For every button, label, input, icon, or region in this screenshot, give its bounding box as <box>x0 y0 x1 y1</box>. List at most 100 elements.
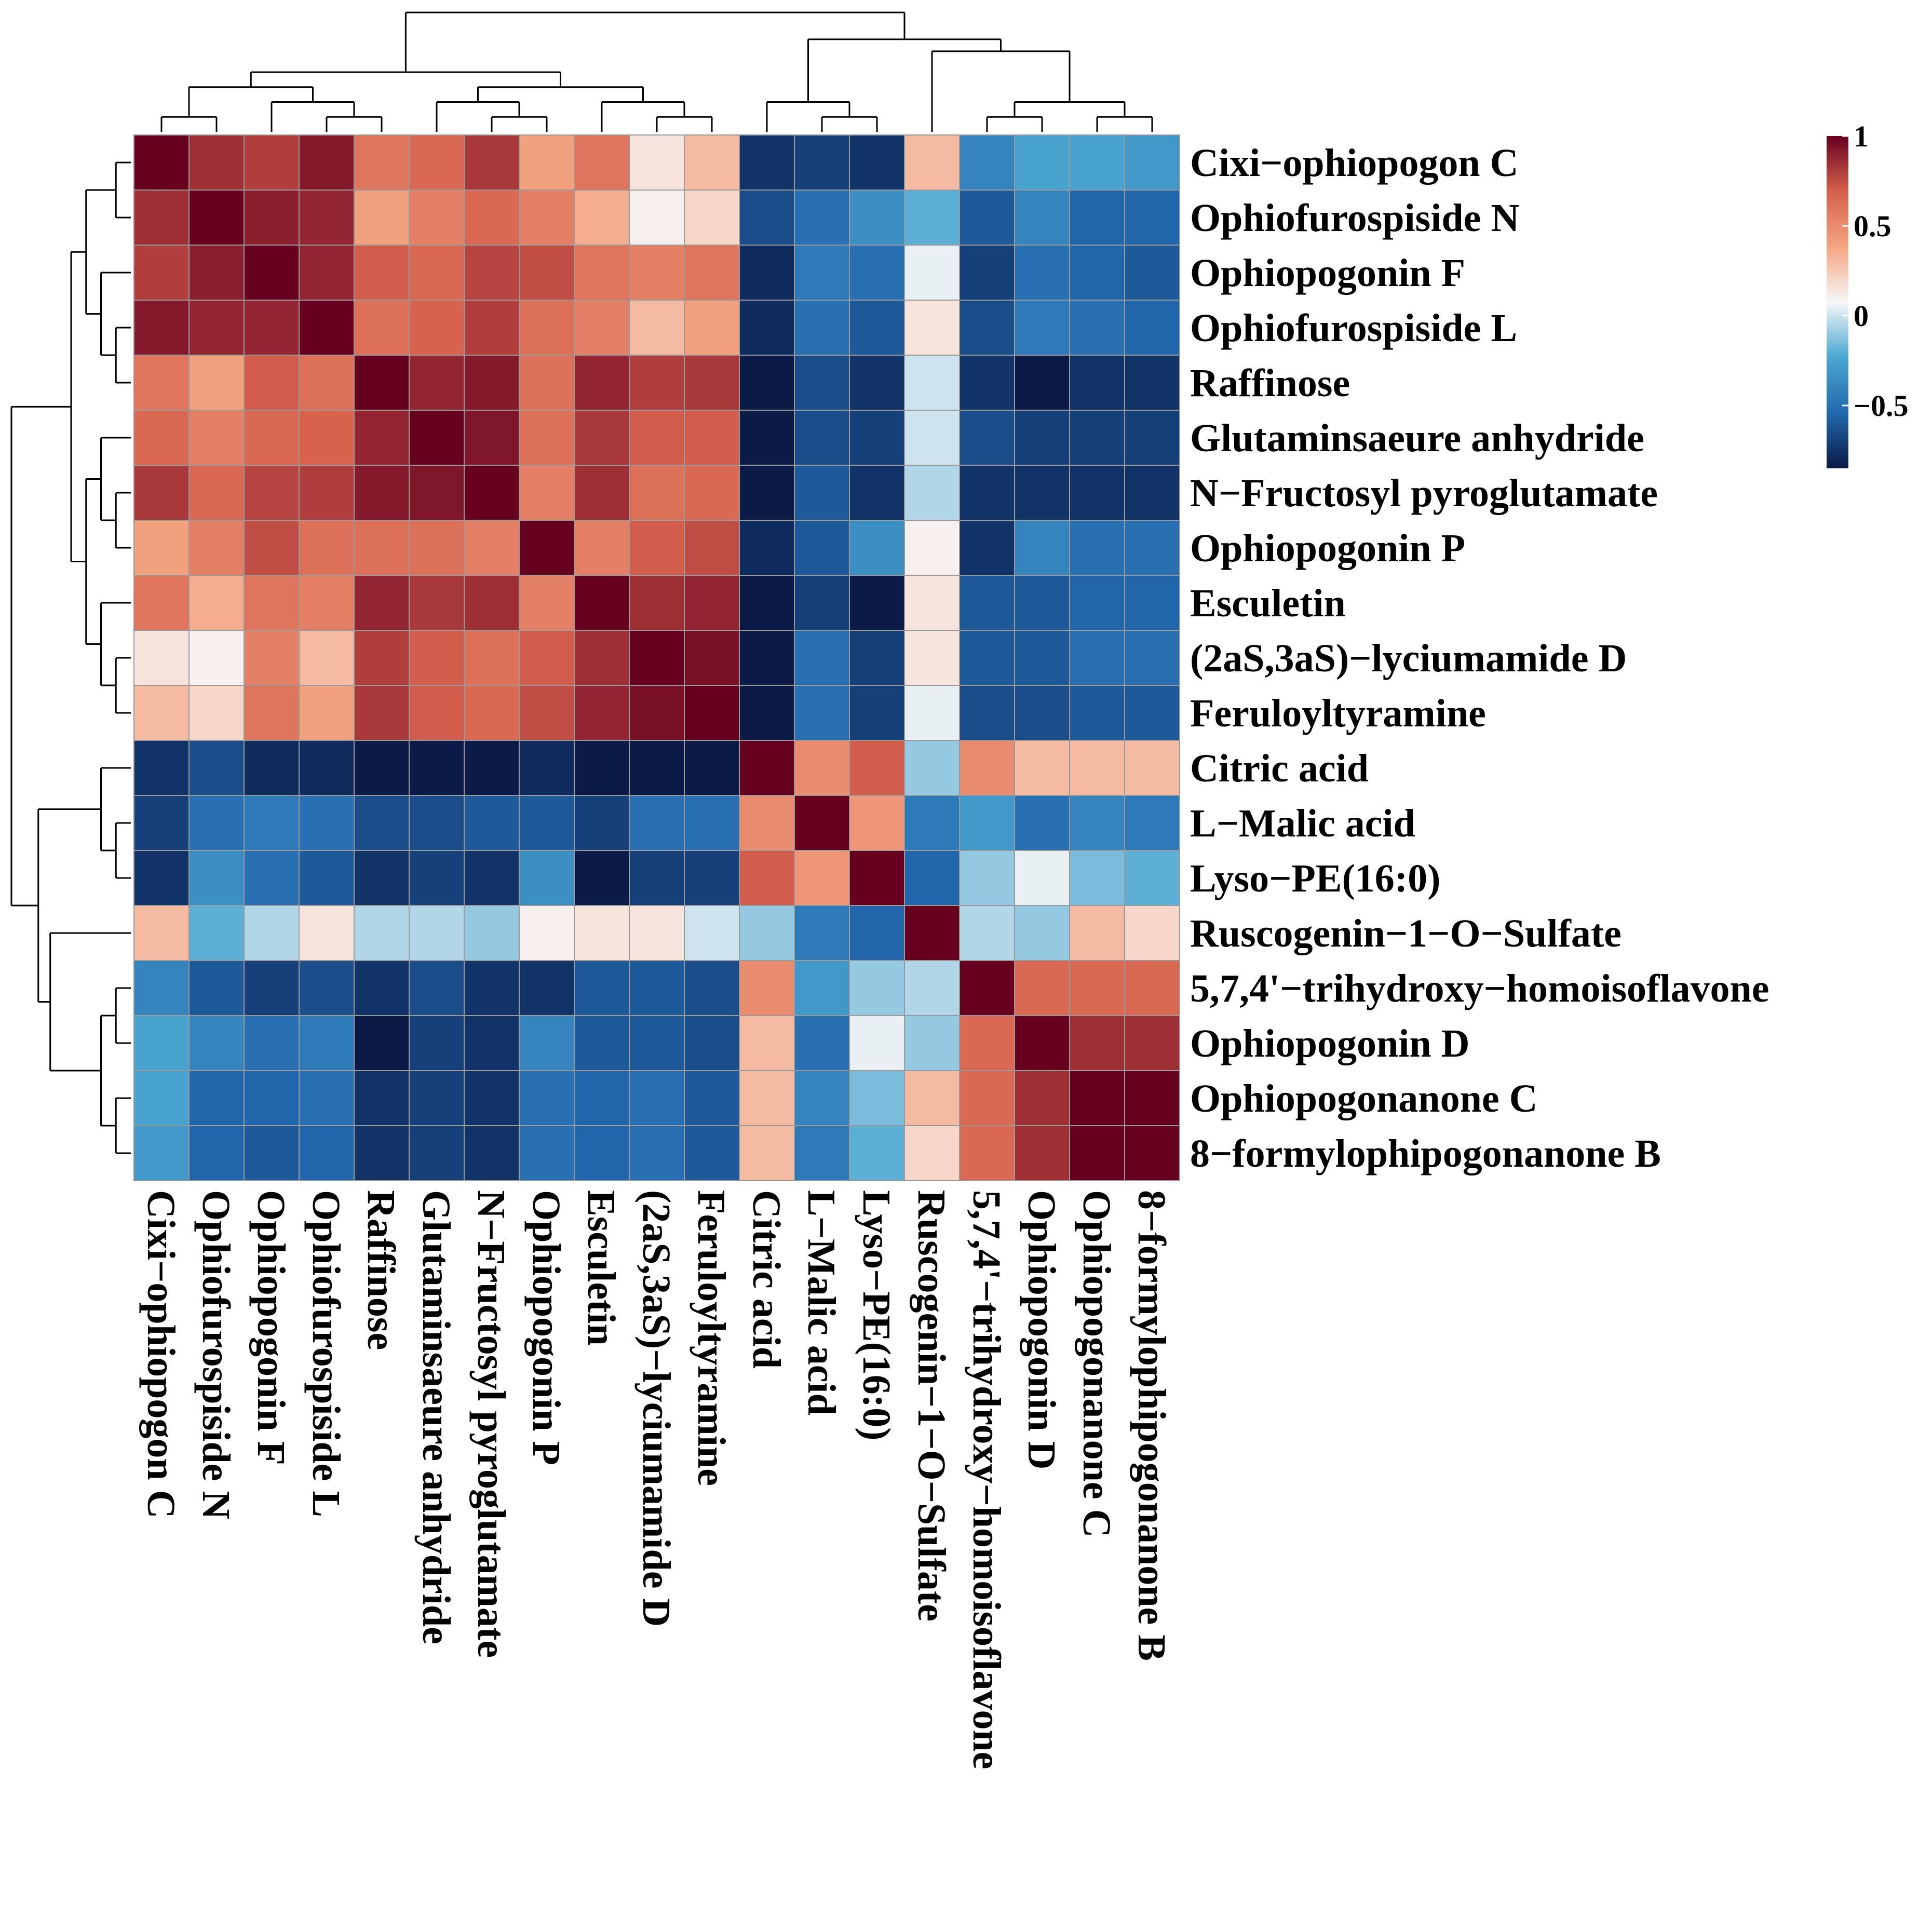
heatmap-cell <box>1014 850 1070 906</box>
heatmap-cell <box>519 1070 575 1126</box>
heatmap-cell <box>188 740 245 796</box>
heatmap-cell <box>1014 190 1070 246</box>
heatmap-cell <box>794 630 850 686</box>
row-label-2as-3as-lyciumamide-d: (2aS,3aS)−lyciumamide D <box>1190 637 1627 680</box>
heatmap-cell <box>133 740 190 796</box>
heatmap-cell <box>409 1125 465 1181</box>
heatmap-cell <box>684 134 740 191</box>
heatmap-cell <box>133 1015 190 1071</box>
row-label-8-formylophipogonanone-b: 8−formylophipogonanone B <box>1190 1132 1661 1176</box>
heatmap-cell <box>849 520 905 576</box>
heatmap-cell <box>464 520 520 576</box>
heatmap-cell <box>299 134 355 191</box>
heatmap-cell <box>739 355 795 411</box>
heatmap-cell <box>574 355 630 411</box>
heatmap-cell <box>959 685 1015 741</box>
heatmap-cell <box>1014 465 1070 521</box>
heatmap-cell <box>464 410 520 466</box>
row-label-citric-acid: Citric acid <box>1190 747 1369 790</box>
heatmap-cell <box>959 1015 1015 1071</box>
heatmap-cell <box>464 1125 520 1181</box>
heatmap-cell <box>299 465 355 521</box>
heatmap-cell <box>188 1125 245 1181</box>
heatmap-cell <box>1124 355 1180 411</box>
heatmap-cell <box>409 905 465 961</box>
heatmap-cell <box>959 410 1015 466</box>
heatmap-cell <box>1069 575 1125 631</box>
heatmap-cell <box>629 1070 685 1126</box>
heatmap-cell <box>354 850 410 906</box>
heatmap-cell <box>1014 630 1070 686</box>
heatmap-cell <box>244 245 300 301</box>
row-label-ophiofurospiside-l: Ophiofurospiside L <box>1190 306 1517 350</box>
heatmap-cell <box>959 575 1015 631</box>
heatmap-cell <box>1124 300 1180 356</box>
heatmap-cell <box>794 1125 850 1181</box>
heatmap-cell <box>739 134 795 191</box>
heatmap-cell <box>794 520 850 576</box>
heatmap-cell <box>904 300 960 356</box>
heatmap-cell <box>794 245 850 301</box>
heatmap-cell <box>1014 1015 1070 1071</box>
row-label-ophiopogonin-f: Ophiopogonin F <box>1190 251 1465 295</box>
heatmap-cell <box>519 520 575 576</box>
heatmap-cell <box>1124 410 1180 466</box>
heatmap-cell <box>574 630 630 686</box>
heatmap-cell <box>244 465 300 521</box>
row-label-ruscogenin-1-o-sulfate: Ruscogenin−1−O−Sulfate <box>1190 912 1622 955</box>
heatmap-cell <box>684 1015 740 1071</box>
heatmap-cell <box>684 1125 740 1181</box>
heatmap-cell <box>574 850 630 906</box>
heatmap-cell <box>959 134 1015 191</box>
heatmap-cell <box>794 410 850 466</box>
heatmap-cell <box>354 245 410 301</box>
heatmap-cell <box>244 1015 300 1071</box>
heatmap-cell <box>409 850 465 906</box>
heatmap-cell <box>464 575 520 631</box>
heatmap-cell <box>409 245 465 301</box>
heatmap-cell <box>959 1070 1015 1126</box>
heatmap-cell <box>739 850 795 906</box>
heatmap-cell <box>629 245 685 301</box>
color-legend: 1 0.5 0 −0.5 <box>1827 119 1909 468</box>
heatmap-cell <box>794 300 850 356</box>
heatmap-cell <box>849 410 905 466</box>
heatmap-cell <box>133 520 190 576</box>
heatmap-cell <box>904 850 960 906</box>
heatmap-cell <box>574 795 630 851</box>
heatmap-cell <box>904 685 960 741</box>
heatmap-cell <box>1069 355 1125 411</box>
row-label-lyso-pe-16-0: Lyso−PE(16:0) <box>1190 857 1440 900</box>
heatmap-cell <box>794 795 850 851</box>
heatmap-cell <box>133 300 190 356</box>
heatmap-cell <box>739 520 795 576</box>
heatmap-cell <box>354 410 410 466</box>
heatmap-cell <box>1124 850 1180 906</box>
heatmap-cell <box>354 905 410 961</box>
heatmap-cell <box>133 905 190 961</box>
color-legend-tick-label: −0.5 <box>1854 389 1909 423</box>
heatmap-cell <box>133 575 190 631</box>
heatmap-cell <box>904 740 960 796</box>
heatmap-cell <box>188 300 245 356</box>
row-label-raffinose: Raffinose <box>1190 361 1350 405</box>
heatmap-cell <box>739 1125 795 1181</box>
heatmap-cell <box>629 410 685 466</box>
heatmap-cell <box>959 465 1015 521</box>
heatmap-cell <box>519 905 575 961</box>
heatmap-cell <box>794 355 850 411</box>
heatmap-cell <box>959 960 1015 1016</box>
column-dendrogram <box>160 11 1153 132</box>
heatmap-cell <box>1069 134 1125 191</box>
heatmap-cell <box>409 1070 465 1126</box>
heatmap-cell <box>684 575 740 631</box>
heatmap-cell <box>629 630 685 686</box>
heatmap-cell <box>188 905 245 961</box>
heatmap-cell <box>188 685 245 741</box>
heatmap-cell <box>519 465 575 521</box>
heatmap-cell <box>409 355 465 411</box>
heatmap-cell <box>188 795 245 851</box>
column-label-cixi-ophiopogon-c: Cixi−ophiopogon C <box>139 1190 183 1519</box>
column-label-8-formylophipogonanone-b: 8−formylophipogonanone B <box>1130 1190 1173 1661</box>
heatmap-cell <box>1124 1015 1180 1071</box>
